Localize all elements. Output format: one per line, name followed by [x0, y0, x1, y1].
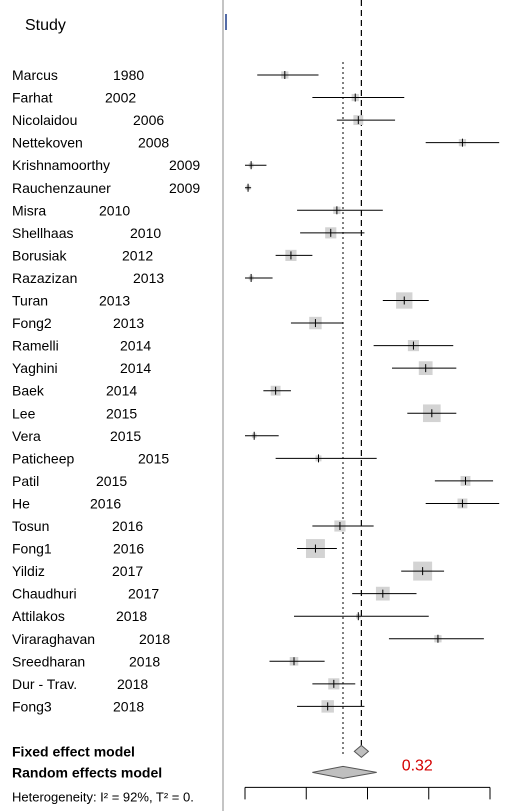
study-year: 2008 [138, 135, 169, 151]
study-name: Misra [12, 202, 46, 218]
study-rows: Marcus 1980 Farhat 2002 Nicolaidou 2006 Nettek… [12, 0, 500, 754]
study-year: 2014 [106, 383, 137, 399]
study-name: Fong3 [12, 698, 52, 714]
study-year: 2006 [133, 112, 164, 128]
study-name: Fong2 [12, 315, 52, 331]
study-name: Marcus [12, 67, 58, 83]
study-name: Vera [12, 428, 41, 444]
study-name: Farhat [12, 90, 53, 106]
study-name: Rauchenzauner [12, 180, 111, 196]
study-name: Lee [12, 405, 36, 421]
study-year: 2017 [112, 563, 143, 579]
study-year: 1980 [113, 67, 144, 83]
study-year: 2015 [96, 473, 127, 489]
study-name: Borusiak [12, 247, 67, 263]
study-year: 2018 [129, 653, 160, 669]
study-name: Yaghini [12, 360, 58, 376]
study-year: 2018 [139, 631, 170, 647]
study-name: He [12, 495, 30, 511]
study-year: 2010 [130, 225, 161, 241]
x-axis [244, 786, 491, 800]
random-effects-diamond [312, 765, 377, 779]
study-year: 2016 [90, 495, 121, 511]
study-year: 2010 [99, 202, 130, 218]
study-year: 2018 [113, 698, 144, 714]
study-name: Paticheep [12, 450, 74, 466]
study-year: 2015 [106, 405, 137, 421]
study-year: 2015 [138, 450, 169, 466]
random-effects-label: Random effects model [12, 764, 162, 780]
study-name: Patil [12, 473, 39, 489]
study-year: 2016 [113, 541, 144, 557]
study-name: Attilakos [12, 608, 65, 624]
heterogeneity-text: Heterogeneity: I² = 92%, T² = 0. [12, 789, 194, 804]
study-year: 2009 [169, 180, 200, 196]
study-year: 2013 [99, 293, 130, 309]
study-name: Nicolaidou [12, 112, 77, 128]
study-year: 2018 [116, 608, 147, 624]
study-name: Chaudhuri [12, 586, 77, 602]
study-year: 2016 [112, 518, 143, 534]
study-name: Krishnamoorthy [12, 157, 110, 173]
study-year: 2014 [120, 360, 151, 376]
study-name: Razazizan [12, 270, 77, 286]
random-effects-value: 0.32 [402, 757, 433, 774]
study-name: Sreedharan [12, 653, 85, 669]
study-name: Turan [12, 293, 48, 309]
study-year: 2013 [113, 315, 144, 331]
summary-rows: Fixed effect model Random effects model 0.… [12, 743, 433, 804]
fixed-effect-label: Fixed effect model [12, 743, 135, 759]
study-name: Shellhaas [12, 225, 74, 241]
study-year: 2002 [105, 90, 136, 106]
study-name: Tosun [12, 518, 49, 534]
study-name: Yildiz [12, 563, 45, 579]
study-year: 2018 [117, 676, 148, 692]
study-year: 2013 [133, 270, 164, 286]
study-name: Baek [12, 383, 45, 399]
study-year: 2014 [120, 338, 151, 354]
fixed-effect-diamond [353, 744, 370, 759]
study-name: Fong1 [12, 541, 52, 557]
study-year: 2012 [122, 247, 153, 263]
study-column-header: Study [25, 17, 66, 34]
study-year: 2017 [128, 586, 159, 602]
study-year: 2009 [169, 157, 200, 173]
study-name: Dur - Trav. [12, 676, 77, 692]
study-year: 2015 [110, 428, 141, 444]
study-name: Ramelli [12, 338, 59, 354]
study-name: Viraraghavan [12, 631, 95, 647]
study-name: Nettekoven [12, 135, 83, 151]
